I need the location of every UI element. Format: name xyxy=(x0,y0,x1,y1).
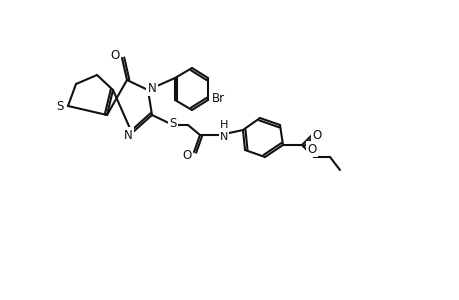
Text: H
N: H N xyxy=(219,120,228,142)
Text: N: N xyxy=(123,128,132,142)
Text: N: N xyxy=(147,82,156,94)
Text: Br: Br xyxy=(211,92,224,104)
Text: O: O xyxy=(312,128,321,142)
Text: O: O xyxy=(110,49,119,62)
Text: O: O xyxy=(307,142,316,155)
Text: O: O xyxy=(182,148,191,161)
Text: S: S xyxy=(169,116,176,130)
Text: S: S xyxy=(56,100,63,112)
